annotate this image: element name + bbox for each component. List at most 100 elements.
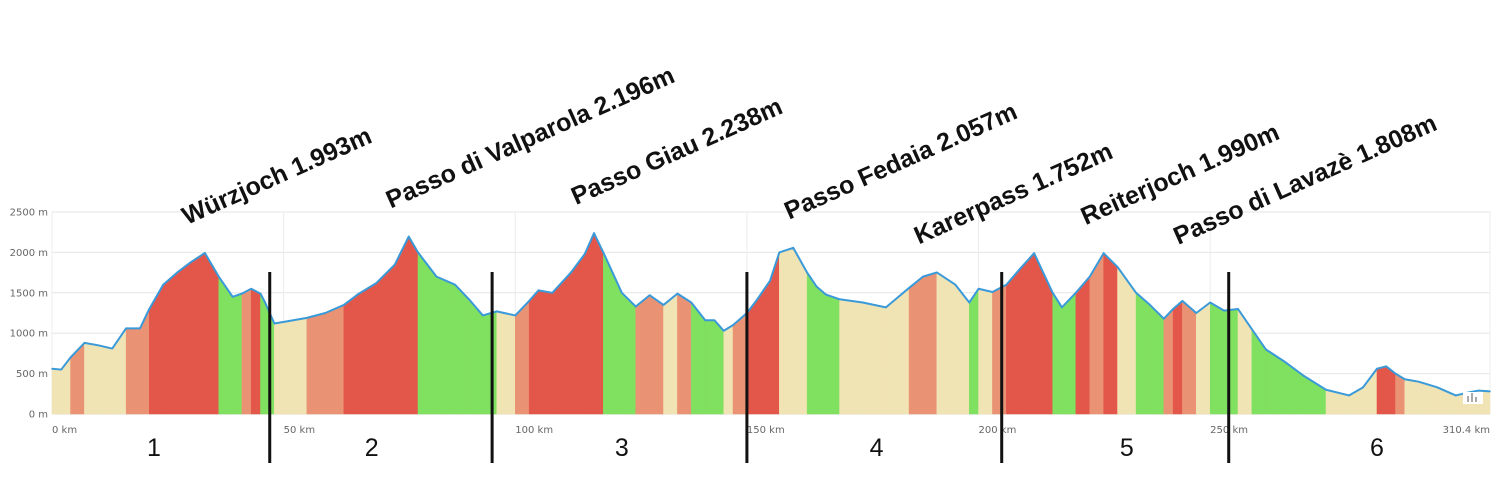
- elevation-point: [954, 283, 957, 286]
- gradient-segment: [176, 261, 192, 415]
- elevation-point: [454, 283, 456, 286]
- elevation-point: [1436, 386, 1438, 389]
- elevation-point: [204, 252, 206, 254]
- elevation-point: [1478, 389, 1480, 392]
- pass-label: Passo di Lavazè 1.808m: [1169, 109, 1441, 250]
- gradient-segment: [806, 271, 817, 415]
- elevation-point: [1116, 266, 1119, 268]
- elevation-point: [621, 292, 623, 294]
- gradient-segment: [825, 294, 840, 415]
- elevation-point: [250, 287, 253, 290]
- gradient-segment: [1376, 366, 1387, 415]
- gradient-segment: [732, 312, 748, 415]
- elevation-point: [648, 294, 651, 297]
- gradient-segment: [621, 292, 636, 415]
- elevation-point: [259, 292, 262, 295]
- elevation-point: [1195, 312, 1198, 314]
- gradient-segment: [1052, 291, 1063, 415]
- elevation-point: [537, 289, 540, 292]
- gradient-segment: [61, 356, 71, 415]
- gradient-segment: [992, 284, 1007, 415]
- gradient-segment: [584, 233, 595, 415]
- elevation-point: [139, 327, 141, 330]
- gradient-segment: [816, 285, 826, 415]
- elevation-point: [1088, 275, 1091, 278]
- gradient-segment: [1135, 292, 1151, 415]
- gradient-segment: [603, 252, 613, 415]
- stage-dividers: [268, 272, 1231, 463]
- gradient-segment: [714, 319, 724, 415]
- gradient-segment: [570, 253, 586, 415]
- gradient-segment: [1033, 253, 1053, 415]
- elevation-point: [1223, 309, 1225, 312]
- stage-number: 6: [1370, 434, 1384, 462]
- gradient-segment: [496, 311, 516, 415]
- elevation-point: [264, 301, 266, 304]
- elevation-point: [1149, 304, 1151, 306]
- gradient-segment: [515, 300, 530, 415]
- x-axis-ticks: 0 km 50 km 100 km 150 km 200 km 250 km 310.4 k…: [52, 425, 1490, 436]
- elevation-point: [162, 283, 164, 286]
- gradient-segment: [1395, 373, 1406, 415]
- x-tick-label: 0 km: [52, 425, 77, 436]
- gradient-segment: [51, 368, 62, 415]
- elevation-point: [634, 305, 637, 308]
- elevation-point: [1102, 252, 1105, 255]
- elevation-point: [426, 263, 429, 266]
- x-tick-label: 100 km: [515, 425, 553, 436]
- gradient-segment: [70, 342, 85, 415]
- elevation-point: [1005, 283, 1008, 286]
- gradient-segment: [454, 284, 470, 415]
- elevation-point: [1403, 378, 1406, 381]
- gradient-segment: [538, 290, 553, 415]
- gradient-segment: [593, 233, 604, 415]
- gradient-segment: [1075, 275, 1090, 415]
- elevation-point: [1237, 308, 1239, 310]
- gradient-segment: [1182, 300, 1197, 415]
- elevation-point: [1061, 306, 1063, 309]
- elevation-point: [676, 292, 679, 295]
- elevation-point: [1362, 386, 1364, 389]
- elevation-point: [1302, 374, 1304, 377]
- elevation-point: [551, 292, 554, 294]
- elevation-point: [936, 271, 938, 274]
- gradient-segment: [1172, 300, 1183, 415]
- elevation-point: [97, 344, 100, 347]
- stage-number: 5: [1120, 434, 1134, 462]
- elevation-point: [815, 285, 818, 288]
- gradient-segments: [51, 233, 1491, 415]
- y-tick-label: 2000 m: [10, 248, 48, 259]
- elevation-point: [482, 314, 484, 317]
- pass-label: Passo di Valparola 2.196m: [382, 61, 679, 214]
- gradient-segment: [978, 288, 993, 415]
- elevation-point: [1264, 348, 1267, 351]
- pass-label: Würzjoch 1.993m: [178, 122, 376, 231]
- gradient-segment: [241, 288, 252, 415]
- x-tick-label: 50 km: [284, 425, 315, 436]
- gradient-segment: [111, 327, 127, 415]
- gradient-segment: [84, 342, 99, 415]
- gradient-segment: [343, 293, 359, 415]
- elevation-point: [838, 298, 841, 301]
- stage-number: 3: [615, 434, 629, 462]
- elevation-point: [1348, 394, 1350, 397]
- elevation-point: [593, 232, 595, 234]
- elevation-point: [417, 251, 419, 254]
- elevation-point: [407, 235, 410, 238]
- elevation-point: [861, 301, 864, 304]
- elevation-point: [1019, 267, 1022, 270]
- gradient-segment: [98, 345, 113, 415]
- chart-toolbar-icon[interactable]: [1463, 392, 1483, 404]
- elevation-point: [83, 342, 86, 344]
- gradient-segment: [218, 275, 233, 415]
- gradient-segment: [376, 263, 396, 415]
- elevation-point: [778, 251, 781, 254]
- elevation-point: [991, 291, 994, 293]
- gradient-segment: [125, 328, 141, 415]
- gradient-segment: [839, 298, 863, 415]
- elevation-point: [583, 253, 586, 255]
- x-tick-label: 150 km: [747, 425, 785, 436]
- elevation-point: [190, 261, 192, 263]
- gradient-segment: [1404, 378, 1419, 415]
- elevation-point: [1394, 372, 1397, 375]
